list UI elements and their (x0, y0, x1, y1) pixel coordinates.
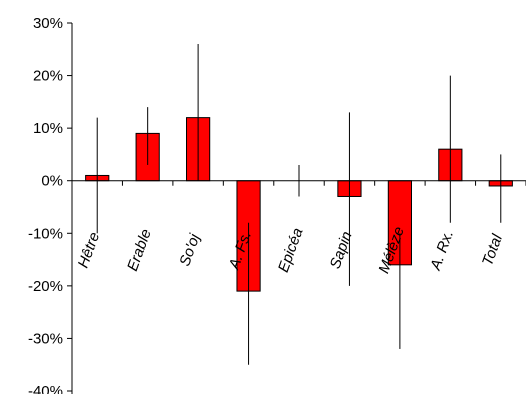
category-labels: Hêtre Erable So'oj A. Fs. Epicéa Sapin Mélèze A… (75, 225, 506, 276)
y-tick-label: 20% (33, 68, 63, 85)
y-tick-label: 10% (33, 120, 63, 137)
y-axis: 30% 20% 10% 0% -10% -20% -30% -40% (28, 15, 73, 394)
category-label: A. Rx. (427, 228, 457, 273)
x-axis-line (71, 180, 526, 186)
y-tick-label: -30% (28, 330, 63, 347)
y-tick-label: -20% (28, 278, 63, 295)
y-tick-label: -10% (28, 225, 63, 242)
y-tick-label: 30% (33, 15, 63, 32)
category-label: Sapin (327, 229, 356, 271)
y-tick-label: -40% (28, 383, 63, 394)
category-label: Epicéa (275, 226, 307, 275)
category-label: Total (479, 232, 506, 268)
category-label: So'oj (176, 231, 203, 268)
category-label: Erable (124, 227, 155, 274)
error-bars-layer (96, 44, 502, 365)
y-tick-label: 0% (41, 173, 63, 190)
bars-layer (85, 117, 513, 292)
category-label: Hêtre (75, 230, 104, 270)
